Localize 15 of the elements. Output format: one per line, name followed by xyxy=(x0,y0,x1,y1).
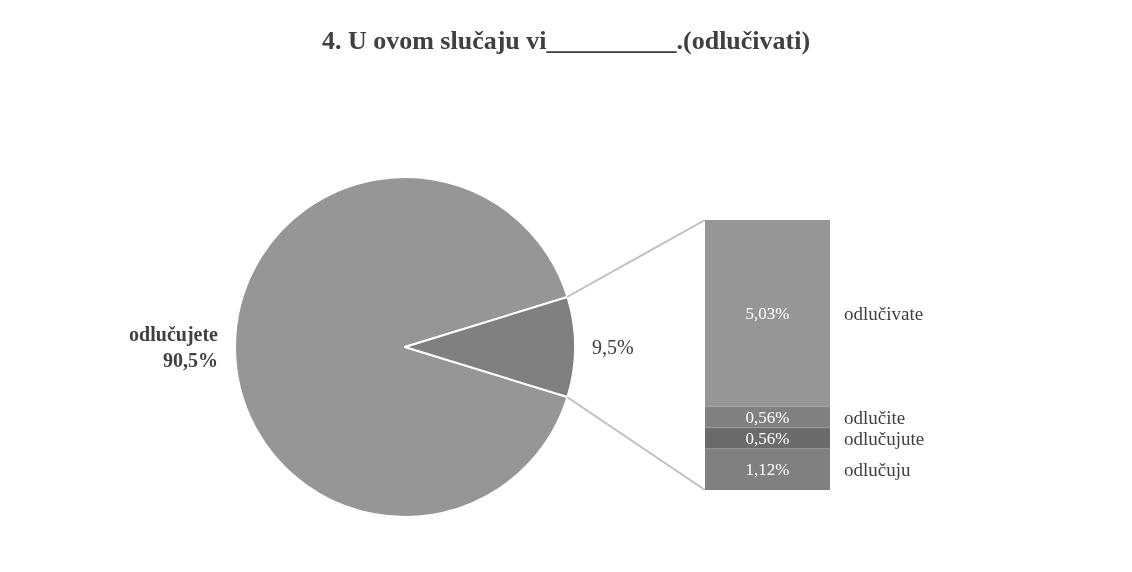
bar xyxy=(705,448,830,490)
data-label: 5,03% xyxy=(745,303,790,323)
slice-label: odlučujete xyxy=(129,323,219,346)
data-label: 0,56% xyxy=(745,407,790,427)
series-label: odlučuju xyxy=(844,458,911,480)
data-label: 9,5% xyxy=(592,336,634,358)
data-label: 1,12% xyxy=(745,459,790,479)
bar xyxy=(705,406,830,428)
chart-title: 4. U ovom slučaju vi__________.(odlučivati) xyxy=(321,25,811,55)
series-label: odlučujute xyxy=(844,427,925,449)
data-label: 0,56% xyxy=(745,428,790,448)
series-label: odlučite xyxy=(844,406,906,428)
series-label: odlučivate xyxy=(844,302,924,324)
bar xyxy=(705,220,830,407)
data-label: 90,5% xyxy=(163,349,218,371)
